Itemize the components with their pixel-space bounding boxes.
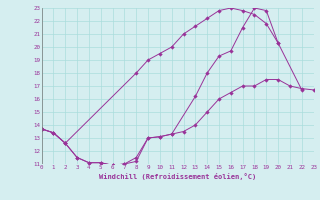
X-axis label: Windchill (Refroidissement éolien,°C): Windchill (Refroidissement éolien,°C) — [99, 173, 256, 180]
